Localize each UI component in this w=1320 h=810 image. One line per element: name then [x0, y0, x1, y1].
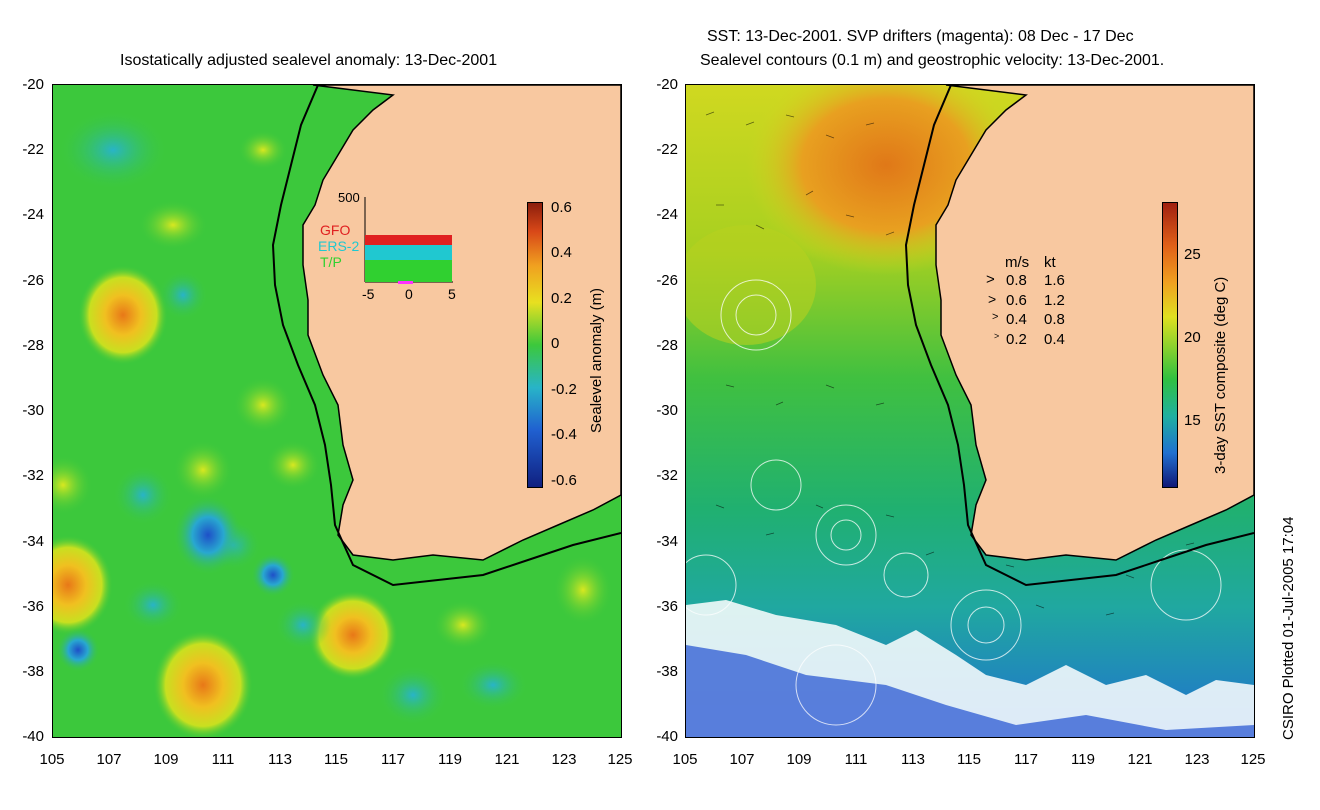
y-tick: -24: [22, 206, 44, 223]
x-tick: 119: [438, 751, 462, 768]
sst-colorbar-tick: 20: [1184, 329, 1201, 346]
inset-legend-tp: T/P: [320, 254, 342, 270]
y-tick: -28: [656, 337, 678, 354]
x-tick: 113: [901, 751, 925, 768]
right-panel-title-line2: Sealevel contours (0.1 m) and geostrophi…: [700, 52, 1165, 69]
x-tick: 111: [844, 751, 868, 768]
y-tick: -30: [22, 402, 44, 419]
x-tick: 117: [1014, 751, 1038, 768]
x-tick: 115: [957, 751, 981, 768]
sst-colorbar-tick: 15: [1184, 412, 1201, 429]
sst-colorbar-tick: 25: [1184, 246, 1201, 263]
y-tick: -32: [656, 467, 678, 484]
x-tick: 121: [494, 751, 520, 768]
velocity-legend-ms: 0.6: [1006, 292, 1027, 309]
colorbar-tick: -0.4: [551, 426, 577, 443]
velocity-legend-arrow-icon: >: [986, 271, 995, 288]
x-tick: 123: [1184, 751, 1210, 768]
y-tick: -20: [22, 76, 44, 93]
velocity-legend-arrow-icon: >: [994, 331, 1000, 341]
colorbar-tick: -0.6: [551, 472, 577, 489]
x-tick: 107: [96, 751, 122, 768]
y-tick: -40: [656, 728, 678, 745]
x-tick: 105: [39, 751, 65, 768]
velocity-legend-ms: 0.4: [1006, 311, 1027, 328]
sealevel-colorbar-label: Sealevel anomaly (m): [588, 287, 605, 433]
x-tick: 123: [551, 751, 577, 768]
y-tick: -32: [22, 467, 44, 484]
velocity-legend-kt: 0.4: [1044, 331, 1065, 348]
sst-map-graphic: [686, 85, 1254, 737]
sst-colorbar-label: 3-day SST composite (deg C): [1212, 276, 1229, 474]
inset-legend-gfo: GFO: [320, 222, 351, 238]
y-tick: -28: [22, 337, 44, 354]
colorbar-tick: 0: [551, 335, 560, 352]
velocity-legend-kt: 1.2: [1044, 292, 1065, 309]
velocity-legend-ms-header: m/s: [1005, 254, 1030, 271]
velocity-legend-kt-header: kt: [1044, 254, 1056, 271]
y-tick: -36: [22, 598, 44, 615]
plot-credit: CSIRO Plotted 01-Jul-2005 17:04: [1280, 516, 1297, 740]
colorbar-tick: 0.2: [551, 290, 572, 307]
y-tick: -34: [656, 533, 678, 550]
y-tick: -20: [656, 76, 678, 93]
y-tick: -40: [22, 728, 44, 745]
x-tick: 117: [381, 751, 405, 768]
colorbar-tick: 0.6: [551, 199, 572, 216]
left-panel-title: Isostatically adjusted sealevel anomaly:…: [120, 52, 498, 69]
sealevel-map-graphic: [53, 85, 621, 737]
x-tick: 119: [1071, 751, 1095, 768]
x-tick: 113: [268, 751, 292, 768]
sst-map: [685, 84, 1255, 738]
y-tick: -38: [22, 663, 44, 680]
x-tick: 109: [153, 751, 179, 768]
inset-xtick: 0: [405, 286, 413, 302]
inset-xtick: -5: [362, 286, 375, 302]
sealevel-colorbar: [527, 202, 543, 488]
y-tick: -34: [22, 533, 44, 550]
velocity-legend-ms: 0.2: [1006, 331, 1027, 348]
y-tick: -26: [656, 272, 678, 289]
inset-ymax-label: 500: [338, 190, 360, 205]
colorbar-tick: 0.4: [551, 244, 572, 261]
x-tick: 111: [211, 751, 235, 768]
sealevel-anomaly-map: [52, 84, 622, 738]
x-tick: 125: [1240, 751, 1266, 768]
x-tick: 121: [1127, 751, 1153, 768]
y-tick: -26: [22, 272, 44, 289]
x-tick: 115: [324, 751, 348, 768]
sst-colorbar: [1162, 202, 1178, 488]
x-tick: 105: [672, 751, 698, 768]
y-tick: -30: [656, 402, 678, 419]
velocity-legend-ms: 0.8: [1006, 272, 1027, 289]
velocity-legend-arrow-icon: >: [988, 291, 997, 307]
x-tick: 125: [607, 751, 633, 768]
y-tick: -22: [22, 141, 44, 158]
inset-legend-ers2: ERS-2: [318, 238, 360, 254]
velocity-legend-kt: 0.8: [1044, 311, 1065, 328]
x-tick: 107: [729, 751, 755, 768]
velocity-legend-arrow-icon: >: [992, 311, 999, 323]
x-tick: 109: [786, 751, 812, 768]
y-tick: -36: [656, 598, 678, 615]
colorbar-tick: -0.2: [551, 381, 577, 398]
y-tick: -22: [656, 141, 678, 158]
right-panel-title-line1: SST: 13-Dec-2001. SVP drifters (magenta)…: [707, 28, 1134, 45]
y-tick: -38: [656, 663, 678, 680]
altimeter-inset: [364, 197, 453, 284]
inset-xtick: 5: [448, 286, 456, 302]
y-tick: -24: [656, 206, 678, 223]
velocity-legend-kt: 1.6: [1044, 272, 1065, 289]
